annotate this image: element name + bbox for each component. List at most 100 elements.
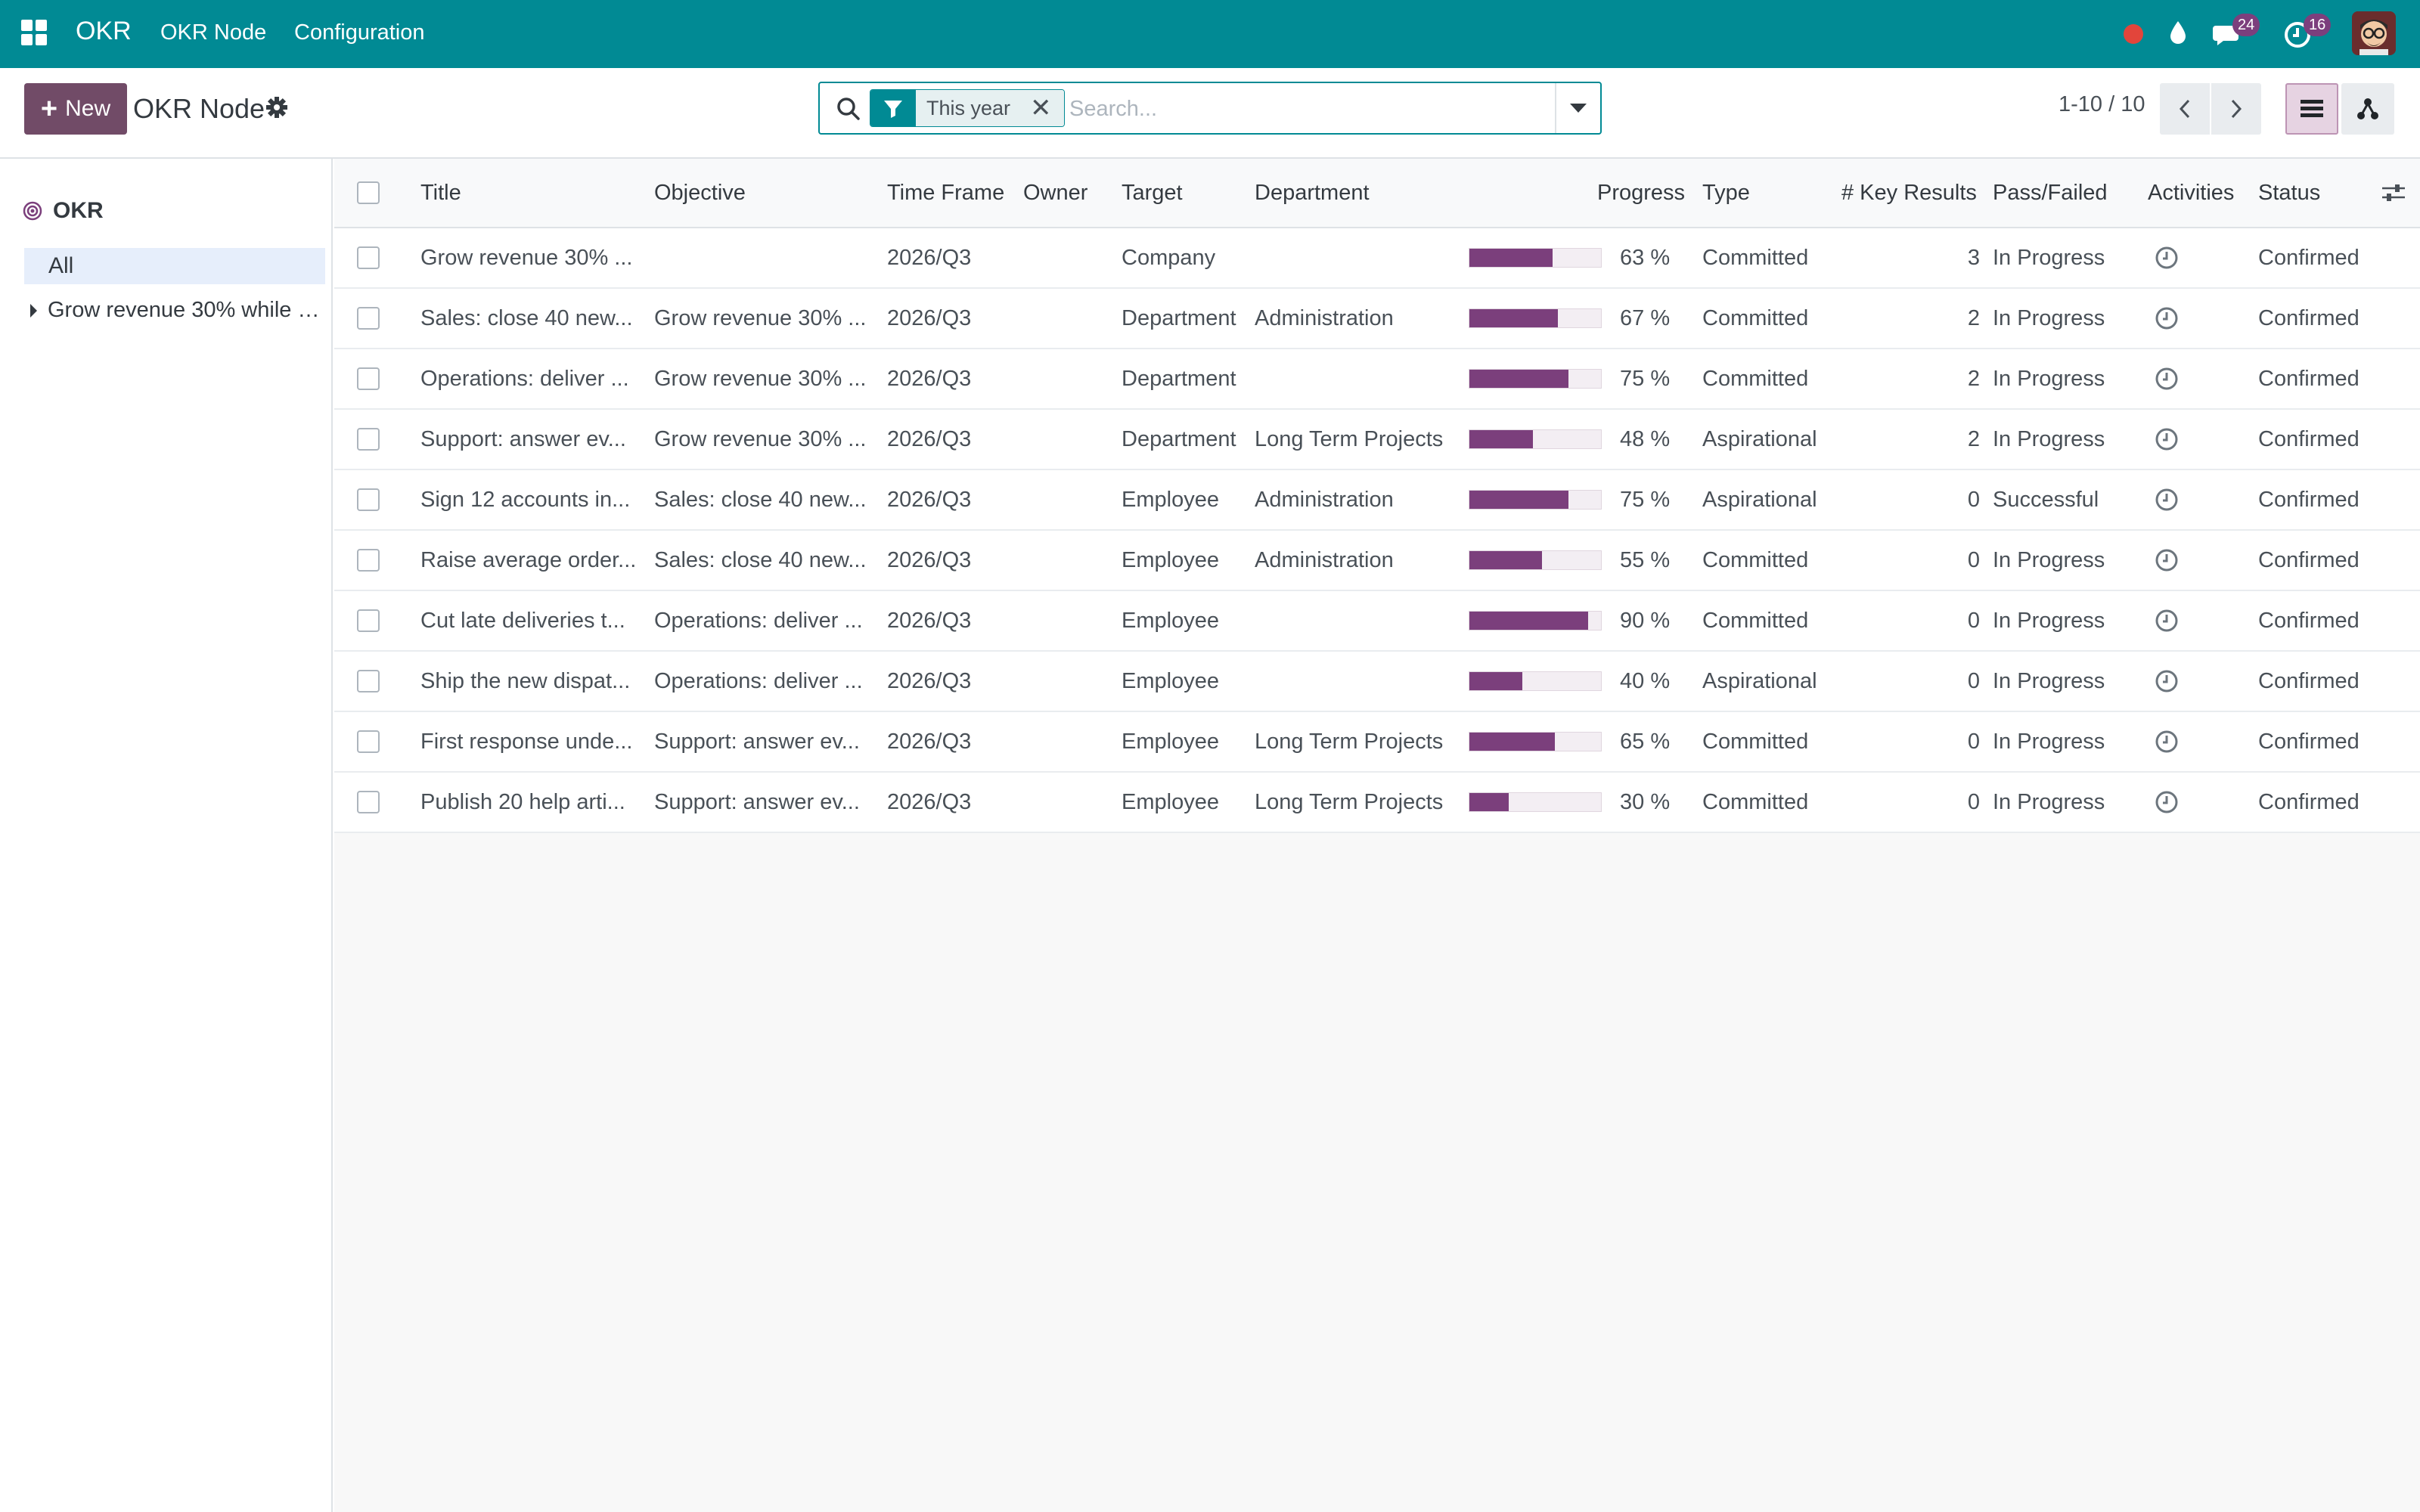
search-icon[interactable]	[835, 95, 862, 122]
cell-time-frame: 2026/Q3	[887, 789, 972, 814]
activity-clock-icon[interactable]	[2154, 789, 2180, 815]
avatar[interactable]	[2352, 11, 2396, 55]
caret-right-icon[interactable]	[30, 303, 37, 318]
chat-icon[interactable]	[2211, 17, 2245, 50]
hierarchy-view-icon	[2357, 98, 2378, 119]
column-header-objective[interactable]: Objective	[654, 180, 746, 205]
row-checkbox[interactable]	[357, 367, 380, 390]
cell-status: Confirmed	[2258, 789, 2360, 814]
sliders-icon	[2382, 184, 2405, 201]
facet-value: This year	[926, 97, 1011, 119]
search-facet: This year ✕	[870, 89, 1065, 127]
cell-key-results: 0	[1967, 487, 1980, 512]
cell-time-frame: 2026/Q3	[887, 487, 972, 512]
menu-okr-node[interactable]: OKR Node	[160, 20, 267, 45]
progress-bar-fill	[1469, 491, 1568, 509]
table-row[interactable]: Operations: deliver ... Grow revenue 30% …	[334, 349, 2420, 410]
remove-facet-icon[interactable]: ✕	[1030, 94, 1052, 122]
hierarchy-view-button[interactable]	[2341, 83, 2394, 135]
row-checkbox[interactable]	[357, 428, 380, 451]
row-checkbox[interactable]	[357, 246, 380, 269]
apps-grid-icon[interactable]	[21, 20, 48, 47]
optional-columns-toggle[interactable]	[2381, 159, 2406, 227]
search-options-toggle[interactable]	[1555, 83, 1600, 133]
control-panel: + New OKR Node This year ✕	[0, 68, 2420, 159]
cell-department: Administration	[1255, 487, 1394, 512]
column-header-status[interactable]: Status	[2258, 180, 2321, 205]
activities-badge: 16	[2304, 14, 2332, 36]
cell-pass-failed: In Progress	[1993, 305, 2105, 330]
app-brand[interactable]: OKR	[76, 17, 132, 45]
drop-icon[interactable]	[2161, 17, 2195, 50]
table-row[interactable]: Grow revenue 30% ... 2026/Q3 Company Commit…	[334, 228, 2420, 289]
cell-progress-label: 63 %	[1620, 245, 1671, 270]
column-header-target[interactable]: Target	[1122, 180, 1183, 205]
cell-pass-failed: In Progress	[1993, 729, 2105, 754]
activity-clock-icon[interactable]	[2154, 366, 2180, 392]
row-checkbox[interactable]	[357, 609, 380, 632]
pager-next-button[interactable]	[2211, 83, 2261, 135]
sidebar-item-label: Grow revenue 30% while keeping customers…	[48, 298, 327, 322]
activity-clock-icon[interactable]	[2154, 487, 2180, 513]
cell-activities	[2154, 531, 2180, 590]
table-row[interactable]: Support: answer ev... Grow revenue 30% ..…	[334, 410, 2420, 470]
cell-target: Employee	[1122, 789, 1219, 814]
table-row[interactable]: Sign 12 accounts in... Sales: close 40 ne…	[334, 470, 2420, 531]
row-checkbox[interactable]	[357, 791, 380, 813]
sidebar-item-all[interactable]: All	[24, 248, 325, 284]
search-input[interactable]	[1069, 91, 1568, 127]
new-button[interactable]: + New	[24, 83, 127, 135]
table-row[interactable]: Ship the new dispat... Operations: delive…	[334, 652, 2420, 712]
progress-bar-fill	[1469, 612, 1588, 630]
progress-bar	[1469, 248, 1602, 268]
column-header-department[interactable]: Department	[1255, 180, 1370, 205]
activity-clock-icon[interactable]	[2154, 668, 2180, 694]
gear-icon[interactable]	[265, 95, 289, 119]
activity-clock-icon[interactable]	[2154, 547, 2180, 573]
table-row[interactable]: First response unde... Support: answer ev…	[334, 712, 2420, 773]
list-view-button[interactable]	[2285, 83, 2338, 135]
cell-progress-label: 65 %	[1620, 729, 1671, 754]
cell-objective: Grow revenue 30% ...	[654, 426, 867, 451]
activity-clock-icon[interactable]	[2154, 729, 2180, 754]
cell-title: Sales: close 40 new...	[420, 305, 633, 330]
table-row[interactable]: Sales: close 40 new... Grow revenue 30% .…	[334, 289, 2420, 349]
table-row[interactable]: Raise average order... Sales: close 40 ne…	[334, 531, 2420, 591]
row-select-cell	[357, 349, 380, 408]
cell-time-frame: 2026/Q3	[887, 608, 972, 633]
pager-value[interactable]: 1-10 / 10	[2059, 92, 2145, 116]
activity-clock-icon[interactable]	[2154, 245, 2180, 271]
column-header-owner[interactable]: Owner	[1023, 180, 1088, 205]
column-header-pass-failed[interactable]: Pass/Failed	[1993, 180, 2108, 205]
row-checkbox[interactable]	[357, 730, 380, 753]
column-header-title[interactable]: Title	[420, 180, 461, 205]
row-select-cell	[357, 591, 380, 650]
progress-bar-fill	[1469, 309, 1558, 327]
row-checkbox[interactable]	[357, 670, 380, 692]
column-header-key-results[interactable]: # Key Results	[1841, 180, 1977, 205]
cell-title: Publish 20 help arti...	[420, 789, 625, 814]
table-row[interactable]: Publish 20 help arti... Support: answer e…	[334, 773, 2420, 833]
cell-target: Employee	[1122, 668, 1219, 693]
cell-activities	[2154, 773, 2180, 832]
pager-previous-button[interactable]	[2160, 83, 2210, 135]
column-header-progress[interactable]: Progress	[1597, 180, 1686, 205]
progress-bar	[1469, 550, 1602, 570]
menu-configuration[interactable]: Configuration	[294, 20, 425, 45]
row-checkbox[interactable]	[357, 488, 380, 511]
sidebar-item-objective[interactable]: Grow revenue 30% while keeping customers…	[30, 298, 327, 323]
column-header-type[interactable]: Type	[1702, 180, 1750, 205]
row-checkbox[interactable]	[357, 307, 380, 330]
cell-key-results: 3	[1967, 245, 1980, 270]
column-header-time-frame[interactable]: Time Frame	[887, 180, 1005, 205]
column-header-activities[interactable]: Activities	[2148, 180, 2235, 205]
cell-pass-failed: In Progress	[1993, 668, 2105, 693]
activity-clock-icon[interactable]	[2154, 305, 2180, 331]
cell-pass-failed: In Progress	[1993, 547, 2105, 572]
activity-clock-icon[interactable]	[2154, 608, 2180, 634]
activity-clock-icon[interactable]	[2154, 426, 2180, 452]
row-checkbox[interactable]	[357, 549, 380, 572]
record-icon[interactable]	[2124, 24, 2143, 44]
select-all-checkbox[interactable]	[357, 181, 380, 204]
table-row[interactable]: Cut late deliveries t... Operations: deli…	[334, 591, 2420, 652]
